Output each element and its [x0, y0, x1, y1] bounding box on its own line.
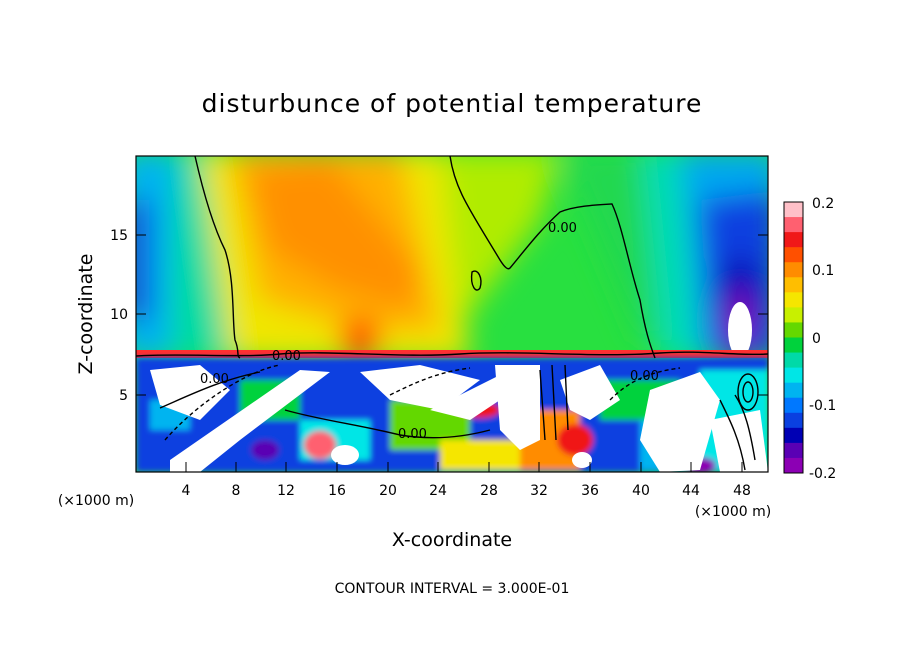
colorbar-cell [784, 217, 803, 233]
colorbar-cell [784, 337, 803, 354]
x-unit-left: (×1000 m) [58, 493, 134, 509]
field-patch [495, 365, 540, 450]
field-patch [251, 440, 279, 460]
x-tick-label: 4 [182, 483, 191, 499]
x-tick-label: 40 [632, 483, 650, 499]
x-axis: 4 8 12 16 20 24 28 32 36 40 44 48 [182, 462, 751, 499]
colorbar-cell [784, 292, 803, 308]
field-patch [640, 156, 700, 360]
lower-contour [159, 371, 261, 409]
colorbar-frame [783, 201, 804, 474]
contour-label: 0.00 [630, 369, 659, 384]
colorbar-cell [784, 412, 803, 429]
x-tick-label: 48 [733, 483, 751, 499]
boundary-contour [136, 351, 768, 357]
x-tick-label: 12 [277, 483, 295, 499]
field-patch [136, 200, 150, 320]
upper-layer [136, 156, 768, 362]
contour-label: 0.00 [200, 372, 229, 387]
zero-contour [470, 270, 482, 291]
lower-contour [539, 364, 569, 441]
field-patch [572, 452, 592, 468]
x-tick-label: 8 [232, 483, 241, 499]
saturated-regions [150, 365, 768, 472]
colorbar-cell [784, 397, 803, 414]
field-patch [170, 370, 330, 472]
colorbar-cell [784, 427, 803, 444]
y-axis-label: Z-coordinate [75, 254, 97, 375]
colorbar-cell [784, 382, 803, 399]
lower-contour [737, 373, 759, 411]
colorbar-cell [784, 367, 803, 384]
field-patch [150, 365, 230, 420]
x-tick-label: 24 [429, 483, 447, 499]
dashed-contour [609, 367, 681, 401]
x-tick-label: 32 [530, 483, 548, 499]
field-patch [560, 365, 620, 420]
contour-label: 0.00 [398, 427, 427, 442]
colorbar-cell [784, 262, 803, 278]
y-tick-label: 10 [110, 307, 128, 323]
x-tick-label: 36 [581, 483, 599, 499]
lower-contour [742, 381, 754, 403]
x-unit-right: (×1000 m) [695, 504, 771, 520]
colorbar-cell [784, 322, 803, 338]
plot-field: 0.00 0.00 0.00 0.00 0.00 [136, 156, 768, 472]
y-axis: 5 10 15 [110, 228, 768, 404]
contour-label: 0.00 [272, 349, 301, 364]
colorbar-tick-label: 0.2 [812, 196, 834, 212]
field-patch [710, 410, 768, 472]
colorbar-tick-label: 0.1 [812, 263, 834, 279]
zero-contour [449, 156, 656, 359]
field-patch [360, 365, 480, 410]
colorbar-tick-label: -0.1 [809, 398, 836, 414]
x-tick-label: 20 [379, 483, 397, 499]
contour-labels: 0.00 0.00 0.00 0.00 0.00 [200, 221, 659, 442]
colorbar: 0.2 0.1 0 -0.1 -0.2 [783, 196, 836, 482]
chart-title: disturbunce of potential temperature [202, 89, 703, 118]
field-patch [440, 156, 559, 330]
contour-interval-note: CONTOUR INTERVAL = 3.000E-01 [335, 581, 570, 597]
field-patch [640, 372, 720, 472]
lower-contour [284, 409, 491, 439]
zero-contour [194, 156, 241, 359]
contour-label: 0.00 [548, 221, 577, 236]
lower-contour [719, 394, 756, 471]
field-patch [331, 445, 359, 465]
field-patch [440, 440, 520, 470]
colorbar-cell [784, 247, 803, 263]
x-tick-label: 16 [328, 483, 346, 499]
x-tick-label: 44 [682, 483, 700, 499]
field-patch [728, 302, 752, 358]
colorbar-cell [784, 352, 803, 369]
colorbar-cell [784, 277, 803, 293]
dashed-contour [164, 364, 281, 441]
colorbar-tick-label: -0.2 [809, 466, 836, 482]
colorbar-cell [784, 307, 803, 323]
colorbar-cell [784, 442, 803, 459]
y-tick-label: 15 [110, 228, 128, 244]
colorbar-cell [784, 232, 803, 248]
field-patch [304, 431, 336, 459]
x-tick-label: 28 [480, 483, 498, 499]
field-patch [250, 160, 420, 310]
colorbar-tick-label: 0 [812, 331, 821, 347]
y-tick-label: 5 [119, 388, 128, 404]
x-axis-label: X-coordinate [392, 529, 512, 551]
dashed-contour [389, 367, 471, 396]
colorbar-cell [784, 202, 803, 218]
colorbar-cells [784, 202, 803, 474]
contour-lines [136, 156, 768, 471]
colorbar-cell [784, 457, 803, 474]
field-patch [557, 424, 593, 456]
